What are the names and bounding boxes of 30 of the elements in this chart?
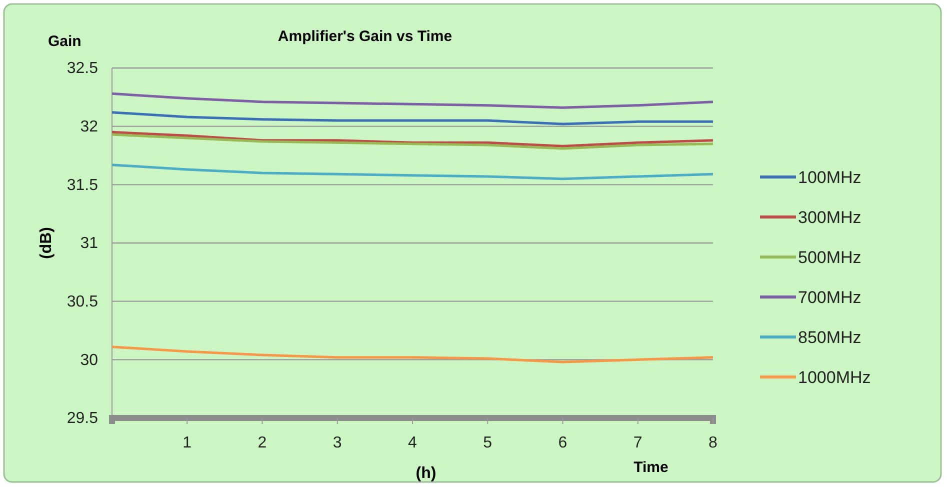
y-tick-label: 30 bbox=[80, 352, 98, 369]
x-tick-label: 1 bbox=[182, 434, 192, 452]
x-axis-title: (h) bbox=[416, 465, 436, 482]
legend-label: 500MHz bbox=[798, 248, 862, 267]
x-tick-label: 3 bbox=[332, 434, 342, 452]
text: Time bbox=[634, 459, 668, 476]
x-tick-label: 4 bbox=[408, 434, 418, 452]
text: Gain bbox=[48, 33, 82, 50]
x-tick-label: 5 bbox=[483, 434, 492, 452]
line-series bbox=[110, 164, 714, 180]
y-tick-label: 31 bbox=[80, 235, 98, 252]
line-series bbox=[110, 111, 714, 126]
legend-label: 1000MHz bbox=[798, 368, 871, 387]
x-tick-label: 8 bbox=[708, 434, 718, 452]
legend-label: 700MHz bbox=[798, 288, 862, 307]
chart-title: Amplifier's Gain vs Time bbox=[278, 28, 452, 45]
x-tick-label: 2 bbox=[258, 434, 267, 452]
x-tick-label: 6 bbox=[558, 434, 568, 452]
legend-label: 100MHz bbox=[798, 168, 862, 187]
y-tick-label: 32 bbox=[80, 118, 98, 136]
y-tick-label: 32.5 bbox=[66, 60, 98, 78]
y-tick-label: 31.5 bbox=[66, 176, 98, 194]
line-series bbox=[110, 92, 714, 109]
legend-label: 850MHz bbox=[798, 328, 862, 347]
y-axis-title: (dB) bbox=[38, 227, 55, 259]
x-tick-label: 7 bbox=[633, 434, 642, 452]
y-tick-label: 29.5 bbox=[66, 410, 98, 428]
y-tick-label: 30.5 bbox=[66, 293, 98, 310]
legend-label: 300MHz bbox=[798, 208, 862, 227]
line-series bbox=[110, 346, 714, 364]
